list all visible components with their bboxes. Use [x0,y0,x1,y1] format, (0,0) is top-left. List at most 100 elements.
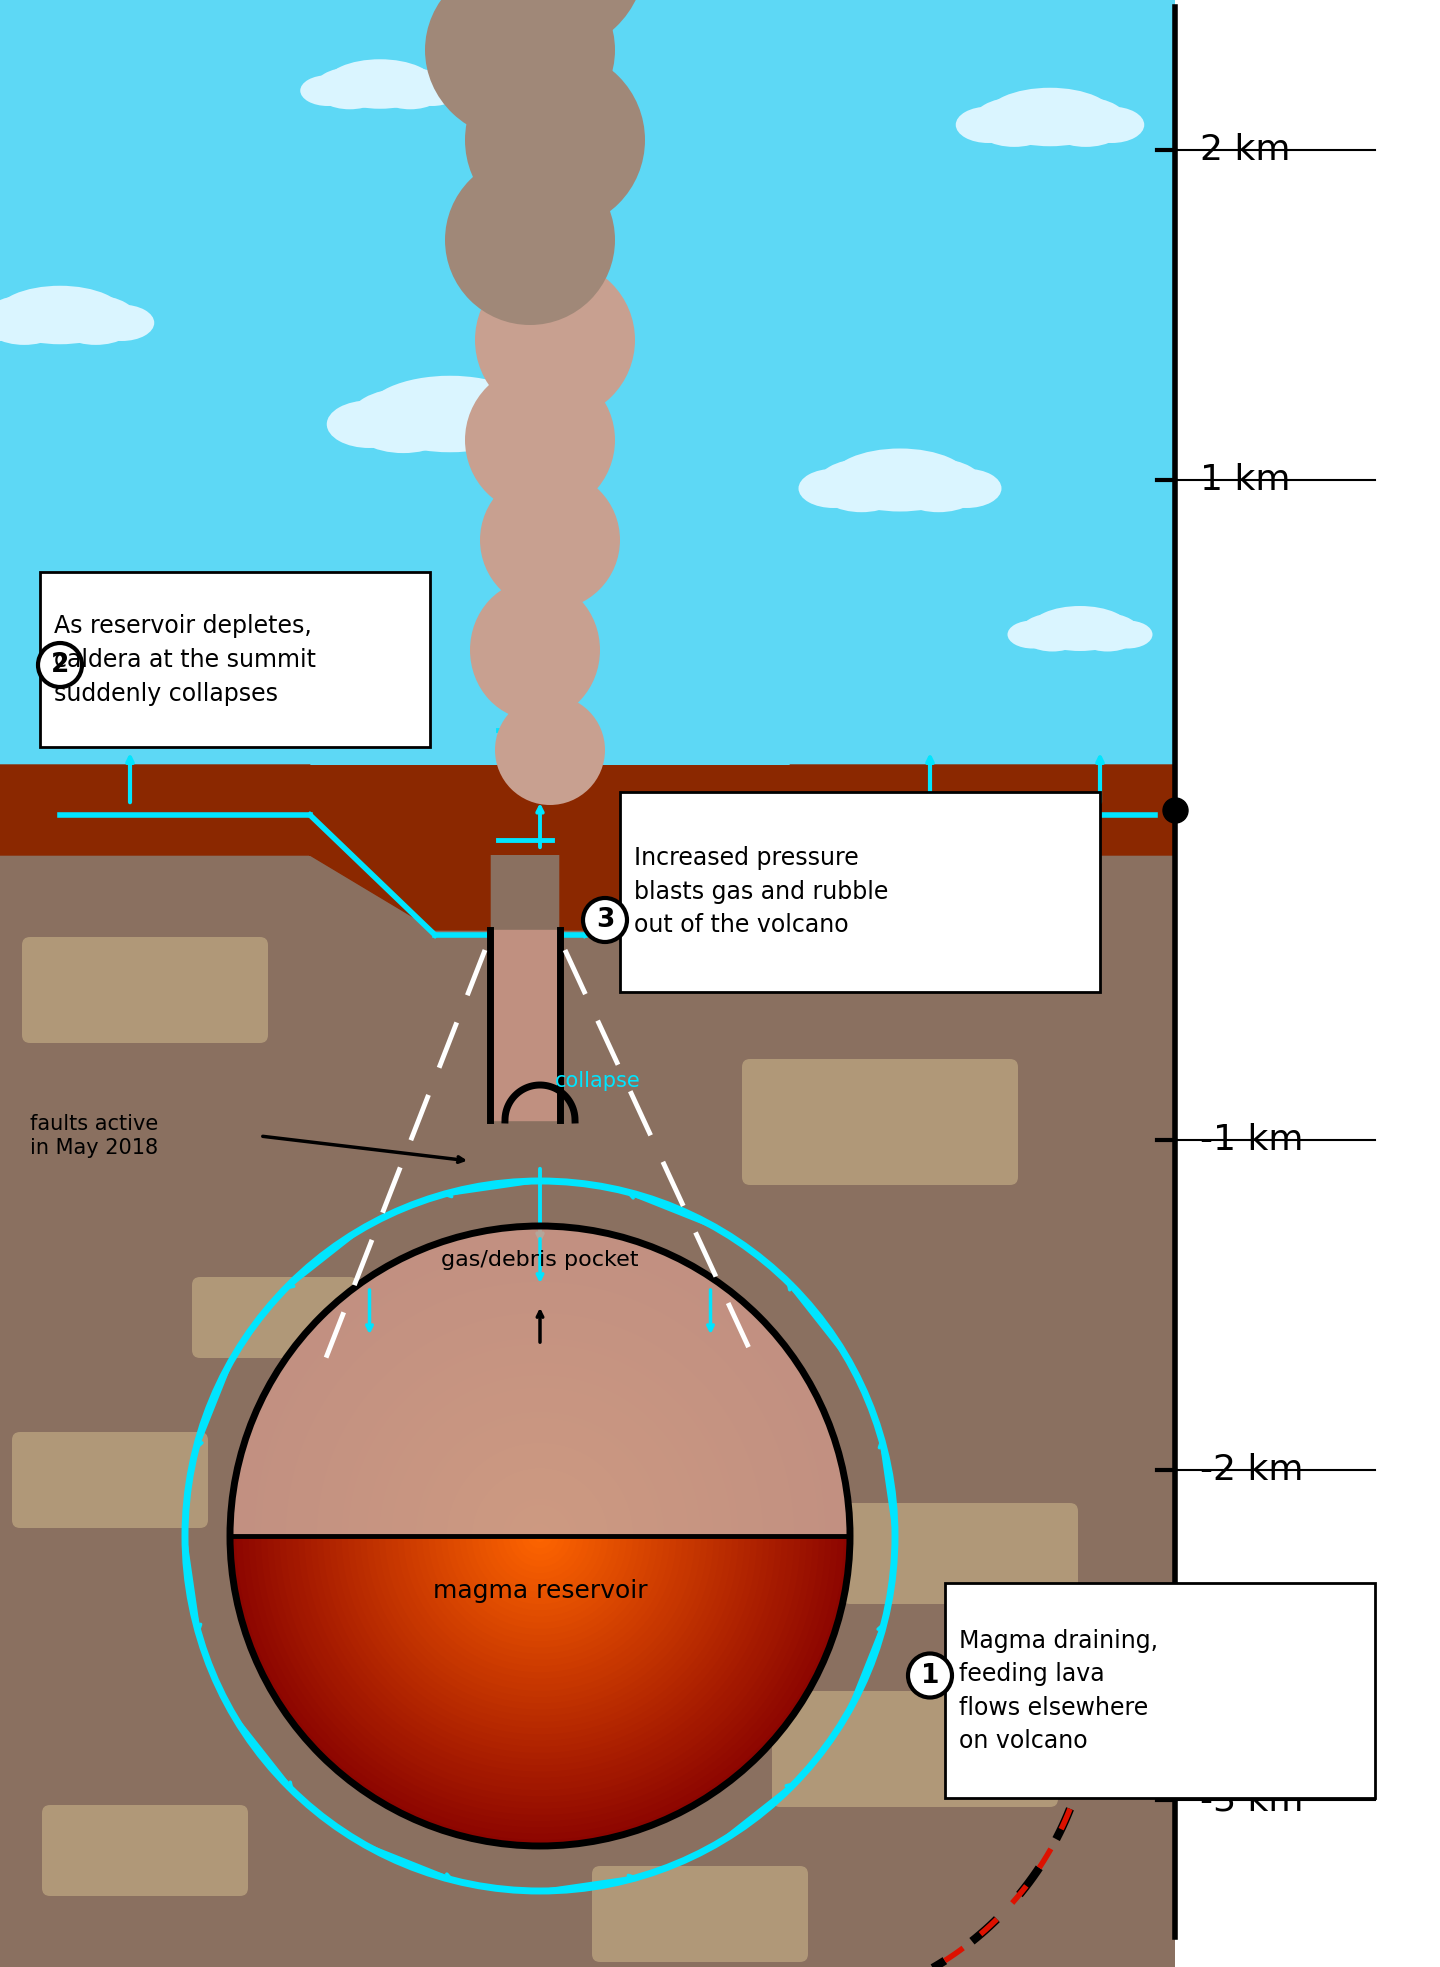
Ellipse shape [1008,620,1057,649]
Circle shape [392,1387,688,1686]
FancyBboxPatch shape [22,936,268,1043]
Circle shape [465,1461,615,1611]
Ellipse shape [1044,98,1128,148]
Ellipse shape [465,366,615,515]
Ellipse shape [445,155,615,325]
Text: Magma draining,
feeding lava
flows elsewhere
on volcano: Magma draining, feeding lava flows elsew… [959,1629,1158,1753]
Text: -2 km: -2 km [1200,1454,1303,1487]
Circle shape [279,1277,801,1796]
Ellipse shape [1020,614,1084,651]
FancyBboxPatch shape [192,1277,359,1357]
Circle shape [454,1450,626,1623]
Ellipse shape [480,470,621,610]
Polygon shape [560,765,1175,930]
Text: As reservoir depletes,
caldera at the summit
suddenly collapses: As reservoir depletes, caldera at the su… [55,614,315,706]
Ellipse shape [893,458,984,511]
Bar [0,810,1175,1967]
Ellipse shape [348,389,458,452]
Circle shape [384,1381,696,1692]
Circle shape [435,1430,645,1640]
FancyBboxPatch shape [842,1503,1079,1603]
Circle shape [534,1530,546,1542]
Circle shape [323,1320,757,1753]
Ellipse shape [829,448,971,511]
Circle shape [341,1338,739,1735]
Circle shape [274,1269,806,1802]
Ellipse shape [1030,606,1130,651]
Ellipse shape [488,401,573,448]
Circle shape [379,1375,701,1698]
Text: -1 km: -1 km [1200,1123,1303,1157]
Ellipse shape [301,75,356,106]
Circle shape [242,1239,838,1833]
Polygon shape [230,1225,850,1536]
Circle shape [583,899,626,942]
Circle shape [255,1251,825,1821]
Polygon shape [0,765,490,930]
Circle shape [472,1467,608,1605]
Circle shape [497,1493,583,1580]
Ellipse shape [816,458,907,511]
Text: 2: 2 [50,651,69,679]
Polygon shape [490,930,560,1119]
Ellipse shape [364,376,536,452]
Circle shape [348,1343,732,1729]
FancyBboxPatch shape [12,1432,207,1528]
Circle shape [508,1505,572,1568]
Circle shape [268,1263,812,1810]
FancyBboxPatch shape [42,1806,248,1896]
Ellipse shape [469,580,600,720]
Circle shape [249,1245,831,1827]
Text: collapse: collapse [554,1070,641,1090]
Bar [0,0,1175,830]
Ellipse shape [425,0,615,140]
Ellipse shape [216,647,274,683]
FancyBboxPatch shape [772,1692,1058,1808]
FancyBboxPatch shape [592,1867,808,1961]
Circle shape [261,1257,819,1816]
Ellipse shape [374,67,446,110]
Ellipse shape [442,389,552,452]
Circle shape [285,1282,795,1790]
Circle shape [330,1326,750,1747]
Text: Increased pressure
blasts gas and rubble
out of the volcano: Increased pressure blasts gas and rubble… [634,846,888,938]
Circle shape [909,1654,952,1698]
Ellipse shape [475,260,635,421]
Circle shape [516,1511,564,1560]
Text: faults active
in May 2018: faults active in May 2018 [30,1115,158,1159]
Ellipse shape [972,98,1057,148]
Ellipse shape [932,468,1001,507]
Ellipse shape [465,49,645,230]
Circle shape [410,1406,670,1666]
Ellipse shape [89,305,154,340]
Circle shape [317,1312,763,1758]
Ellipse shape [327,401,412,448]
Ellipse shape [1079,106,1145,144]
Text: 2 km: 2 km [1200,134,1290,167]
Ellipse shape [0,305,30,340]
Circle shape [311,1306,769,1766]
Circle shape [366,1363,714,1709]
Ellipse shape [1103,620,1152,649]
Ellipse shape [53,295,138,344]
Text: -3 km: -3 km [1200,1782,1303,1818]
Ellipse shape [176,641,265,683]
Bar [0,765,1175,856]
Ellipse shape [0,285,125,344]
Ellipse shape [799,468,868,507]
Ellipse shape [154,655,200,679]
Bar [40,572,431,747]
Ellipse shape [1076,614,1140,651]
Circle shape [521,1517,559,1554]
Circle shape [230,1225,850,1845]
FancyBboxPatch shape [742,1058,1018,1184]
Circle shape [422,1418,658,1654]
Ellipse shape [325,59,435,108]
Circle shape [478,1473,602,1597]
Text: 3: 3 [596,907,615,932]
Ellipse shape [0,295,66,344]
Circle shape [429,1424,651,1648]
Circle shape [459,1456,621,1617]
Text: 1: 1 [920,1662,939,1688]
Ellipse shape [495,694,605,805]
